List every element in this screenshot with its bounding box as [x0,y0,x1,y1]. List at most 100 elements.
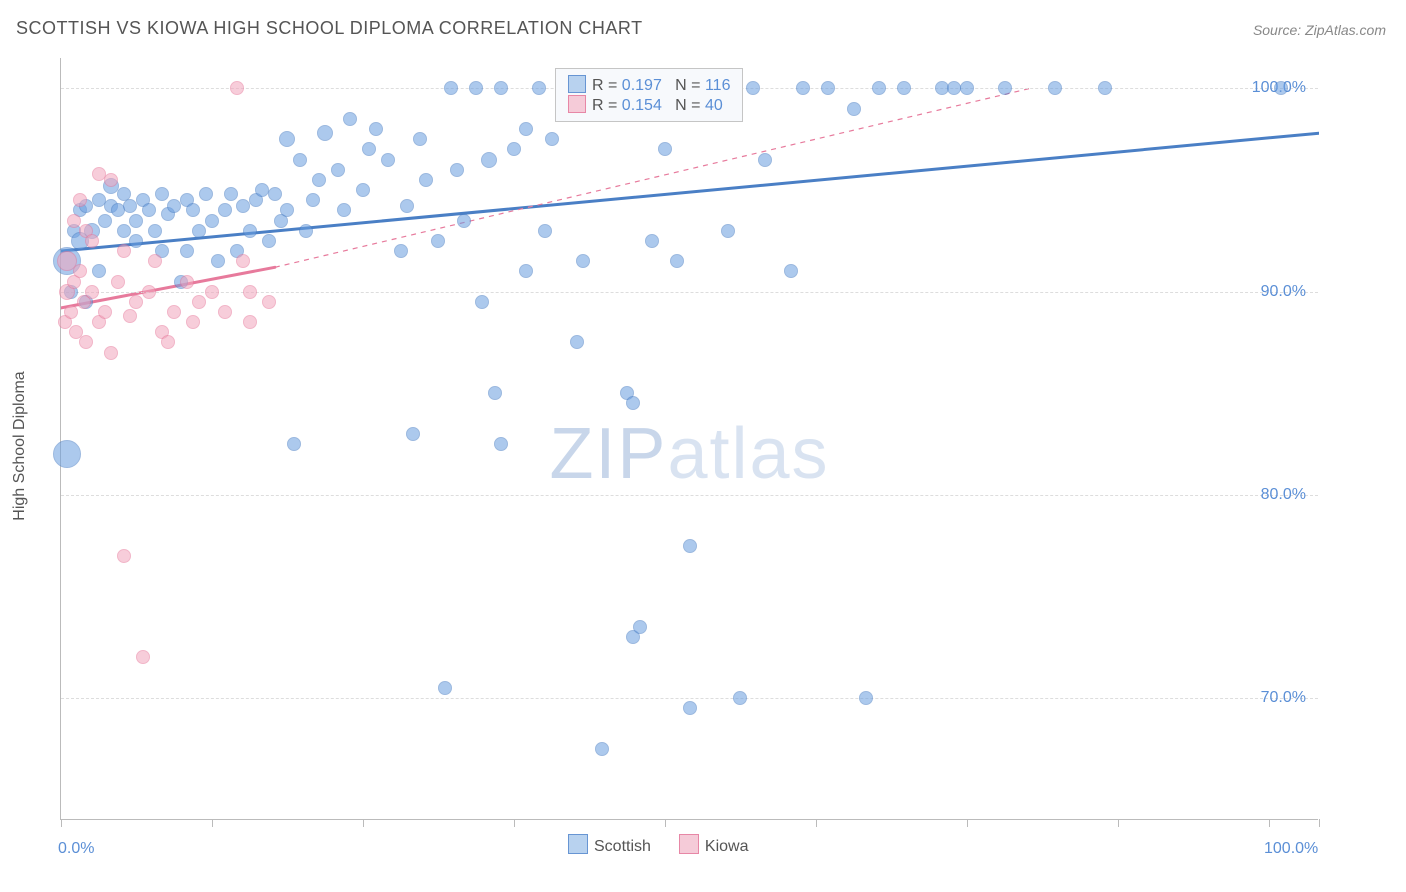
scatter-point-scottish [519,122,533,136]
scatter-point-kiowa [85,285,99,299]
scatter-point-scottish [394,244,408,258]
scatter-point-scottish [847,102,861,116]
plot-area: ZIPatlas 70.0%80.0%90.0%100.0% [60,58,1318,820]
scatter-point-scottish [733,691,747,705]
scatter-point-scottish [343,112,357,126]
scatter-point-scottish [746,81,760,95]
scatter-point-scottish [545,132,559,146]
scatter-point-scottish [299,224,313,238]
scatter-point-scottish [419,173,433,187]
scatter-point-kiowa [79,335,93,349]
scatter-point-kiowa [73,193,87,207]
x-tick [212,819,213,827]
scatter-point-kiowa [111,275,125,289]
scatter-point-kiowa [180,275,194,289]
stat-swatch-icon [568,75,586,93]
scatter-point-kiowa [98,305,112,319]
scatter-point-scottish [92,264,106,278]
scatter-point-scottish [475,295,489,309]
scatter-point-scottish [444,81,458,95]
scatter-point-scottish [494,437,508,451]
scatter-point-kiowa [148,254,162,268]
scatter-point-scottish [279,131,295,147]
legend-item: Scottish [568,838,651,855]
scatter-point-kiowa [117,549,131,563]
scatter-point-scottish [821,81,835,95]
correlation-stats-box: R = 0.197 N = 116R = 0.154 N = 40 [555,68,743,122]
legend-swatch-icon [679,834,699,854]
scatter-point-kiowa [167,305,181,319]
scatter-point-kiowa [136,650,150,664]
scatter-point-scottish [519,264,533,278]
scatter-point-scottish [670,254,684,268]
scatter-point-scottish [721,224,735,238]
scatter-point-kiowa [161,335,175,349]
scatter-point-scottish [872,81,886,95]
stat-n-value: 116 [705,77,731,94]
scatter-point-scottish [356,183,370,197]
scatter-point-scottish [331,163,345,177]
source-attribution: Source: ZipAtlas.com [1253,22,1386,38]
scatter-point-scottish [645,234,659,248]
x-tick [967,819,968,827]
scatter-point-scottish [243,224,257,238]
scatter-point-kiowa [85,234,99,248]
scatter-point-scottish [1048,81,1062,95]
scatter-point-scottish [431,234,445,248]
scatter-point-scottish [199,187,213,201]
scatter-point-scottish [897,81,911,95]
scatter-point-kiowa [104,346,118,360]
scatter-point-scottish [268,187,282,201]
scatter-point-scottish [784,264,798,278]
scatter-point-kiowa [64,305,78,319]
scatter-point-scottish [293,153,307,167]
y-tick-label: 90.0% [1261,283,1306,301]
scatter-point-kiowa [262,295,276,309]
scatter-point-scottish [192,224,206,238]
scatter-point-scottish [570,335,584,349]
scatter-point-kiowa [243,285,257,299]
scatter-point-scottish [211,254,225,268]
scatter-point-scottish [381,153,395,167]
scatter-point-kiowa [186,315,200,329]
scatter-point-scottish [538,224,552,238]
scatter-point-scottish [337,203,351,217]
scatter-point-scottish [53,440,81,468]
scatter-point-kiowa [104,173,118,187]
scatter-point-scottish [1274,81,1288,95]
scatter-point-scottish [129,214,143,228]
scatter-point-scottish [362,142,376,156]
scatter-point-scottish [683,701,697,715]
scatter-point-scottish [312,173,326,187]
chart-container: SCOTTISH VS KIOWA HIGH SCHOOL DIPLOMA CO… [0,0,1406,892]
scatter-point-scottish [98,214,112,228]
scatter-point-scottish [576,254,590,268]
x-axis-min-label: 0.0% [58,840,94,858]
scatter-point-scottish [142,203,156,217]
legend-label: Scottish [594,838,651,855]
x-tick [1118,819,1119,827]
scatter-point-scottish [317,125,333,141]
scatter-point-kiowa [67,214,81,228]
scatter-point-kiowa [142,285,156,299]
stat-n-label: N = [662,77,705,94]
scatter-point-scottish [532,81,546,95]
x-tick [363,819,364,827]
scatter-point-scottish [406,427,420,441]
y-tick-label: 80.0% [1261,486,1306,504]
scatter-point-kiowa [192,295,206,309]
watermark: ZIPatlas [549,413,829,495]
stat-swatch-icon [568,95,586,113]
scatter-point-scottish [129,234,143,248]
scatter-point-scottish [287,437,301,451]
x-tick [61,819,62,827]
scatter-point-kiowa [243,315,257,329]
scatter-point-scottish [205,214,219,228]
scatter-point-scottish [626,396,640,410]
scatter-point-scottish [507,142,521,156]
scatter-point-kiowa [73,264,87,278]
scatter-point-kiowa [230,81,244,95]
scatter-point-scottish [457,214,471,228]
scatter-point-scottish [758,153,772,167]
scatter-point-scottish [481,152,497,168]
